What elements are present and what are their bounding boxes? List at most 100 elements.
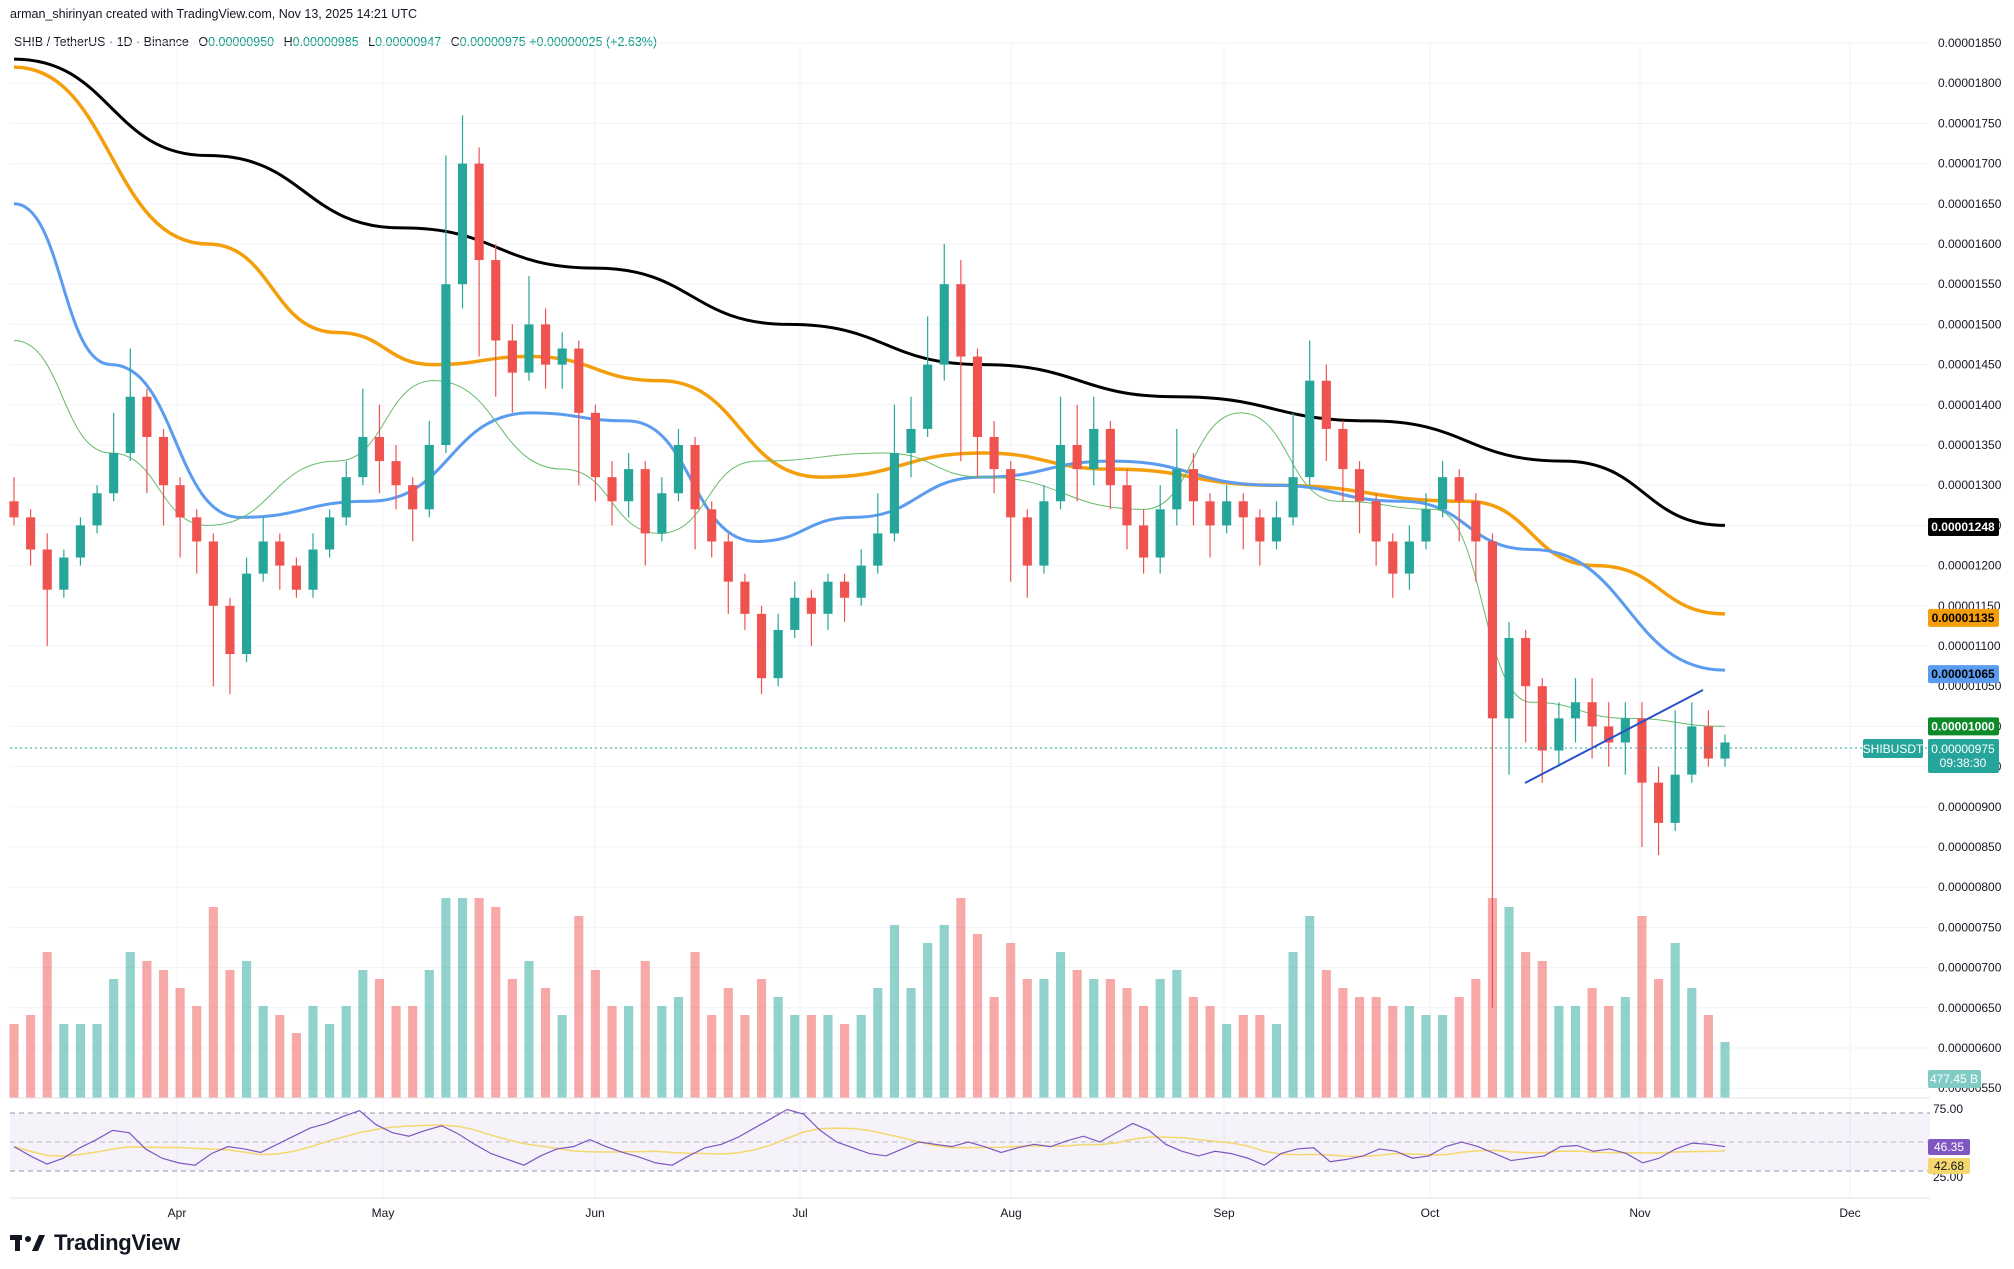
candle-body <box>1354 469 1365 502</box>
x-tick-label: Apr <box>168 1206 187 1220</box>
candle-body <box>158 436 169 486</box>
candle-body <box>1454 477 1464 502</box>
volume-bar <box>142 961 152 1098</box>
candle-body <box>1504 637 1514 719</box>
volume-bar <box>125 952 135 1098</box>
volume-bar <box>1653 979 1664 1098</box>
candle-body <box>241 573 252 655</box>
volume-bar <box>1188 997 1198 1098</box>
candle-body <box>972 356 983 437</box>
volume-bar <box>1288 952 1298 1098</box>
volume-bar <box>424 970 434 1098</box>
candle-body <box>740 581 750 614</box>
candle-body <box>1072 445 1082 470</box>
candle-body <box>840 581 850 598</box>
high-label: H <box>283 35 293 49</box>
volume-bar <box>175 988 185 1098</box>
price-axis[interactable]: 0.00001850 0.00001800 0.00001750 0.00001700… <box>1938 36 2002 1095</box>
volume-bar <box>806 1015 816 1098</box>
trendline[interactable] <box>1524 689 1704 784</box>
volume-bar <box>1620 997 1630 1098</box>
candle-body <box>989 436 999 470</box>
candle-body <box>75 525 86 558</box>
candle-body <box>1022 517 1032 566</box>
candle-body <box>1438 477 1448 510</box>
candle-body <box>607 477 617 502</box>
y-tick-label: 0.00001350 <box>1938 438 2002 452</box>
volume-bar <box>1537 961 1547 1098</box>
candle-body <box>142 396 152 437</box>
volume-bar <box>856 1015 866 1098</box>
volume-bar <box>590 970 600 1098</box>
x-tick-label: Jun <box>585 1206 604 1220</box>
author: arman_shirinyan <box>10 7 103 21</box>
brand-name: TradingView <box>54 1230 180 1255</box>
volume-bar <box>1438 1015 1448 1098</box>
candle-body <box>657 493 667 534</box>
tradingview-logo[interactable]: TradingView <box>10 1230 180 1256</box>
chart-header: arman_shirinyan created with TradingView… <box>10 7 417 21</box>
volume-bar <box>1089 979 1099 1098</box>
volume-bar <box>972 934 983 1098</box>
candle-body <box>790 597 800 630</box>
volume-bar <box>1521 952 1531 1098</box>
y-tick-label: 0.00001700 <box>1938 157 2002 171</box>
low-label: L <box>368 35 376 49</box>
volume-bar <box>1321 970 1331 1098</box>
symbol-name[interactable]: SHIB / TetherUS · 1D · Binance <box>14 35 189 49</box>
timestamp: Nov 13, 2025 14:21 UTC <box>278 7 417 21</box>
candle-body <box>507 340 517 373</box>
volume-bar <box>956 898 966 1098</box>
volume-bar <box>1371 997 1381 1098</box>
volume-bar <box>1570 1006 1581 1098</box>
volume-bar <box>889 925 899 1098</box>
y-tick-label: 0.00000900 <box>1938 800 2002 814</box>
created-text: created with TradingView.com, <box>105 7 276 21</box>
volume-bar <box>740 1015 750 1098</box>
candle-body <box>225 605 235 655</box>
volume-bar <box>1238 1015 1248 1098</box>
candle-body <box>9 501 19 518</box>
y-tick-label: 0.00001500 <box>1938 317 2002 331</box>
candle-body <box>1421 509 1431 542</box>
volume-bar <box>1255 1015 1265 1098</box>
candle-body <box>1404 541 1414 574</box>
candles <box>9 115 1730 1008</box>
candle-body <box>1570 702 1581 719</box>
volume-bar <box>192 1006 202 1098</box>
volume-bar <box>1222 1024 1232 1098</box>
volume-bar <box>1404 1006 1414 1098</box>
candle-body <box>557 348 567 365</box>
price-label: 0.00001135 <box>1932 611 1995 625</box>
candle-body <box>624 469 634 502</box>
candle-body <box>1139 525 1149 558</box>
volume-bar <box>840 1024 850 1098</box>
close-value: 0.00000975 <box>459 35 526 49</box>
candle-body <box>823 581 833 614</box>
tradingview-logo-icon <box>10 1235 45 1251</box>
volume-bar <box>374 979 385 1098</box>
volume-bar <box>624 1006 634 1098</box>
volume-bar <box>1388 1006 1398 1098</box>
y-tick-label: 0.00000800 <box>1938 880 2002 894</box>
candle-body <box>325 517 335 550</box>
volume-bar <box>923 943 933 1098</box>
candle-body <box>457 163 468 285</box>
candle-body <box>1703 726 1713 759</box>
volume-bar <box>574 916 584 1098</box>
y-tick-label: 0.00001800 <box>1938 76 2002 90</box>
candle-body <box>1271 517 1282 542</box>
candle-body <box>358 436 368 478</box>
volume-bar <box>158 970 169 1098</box>
volume-bar <box>1139 1006 1149 1098</box>
candle-body <box>175 485 185 518</box>
volume-bar <box>1271 1024 1282 1098</box>
price-label-bg <box>1928 518 1999 537</box>
volume-bar <box>1022 979 1032 1098</box>
volume-bar <box>873 988 883 1098</box>
candle-body <box>92 493 102 526</box>
time-axis[interactable]: Apr May Jun Jul Aug Sep Oct Nov Dec <box>168 1206 1861 1220</box>
change-value: +0.00000025 (+2.63%) <box>529 35 658 49</box>
volume-bar <box>1454 997 1464 1098</box>
